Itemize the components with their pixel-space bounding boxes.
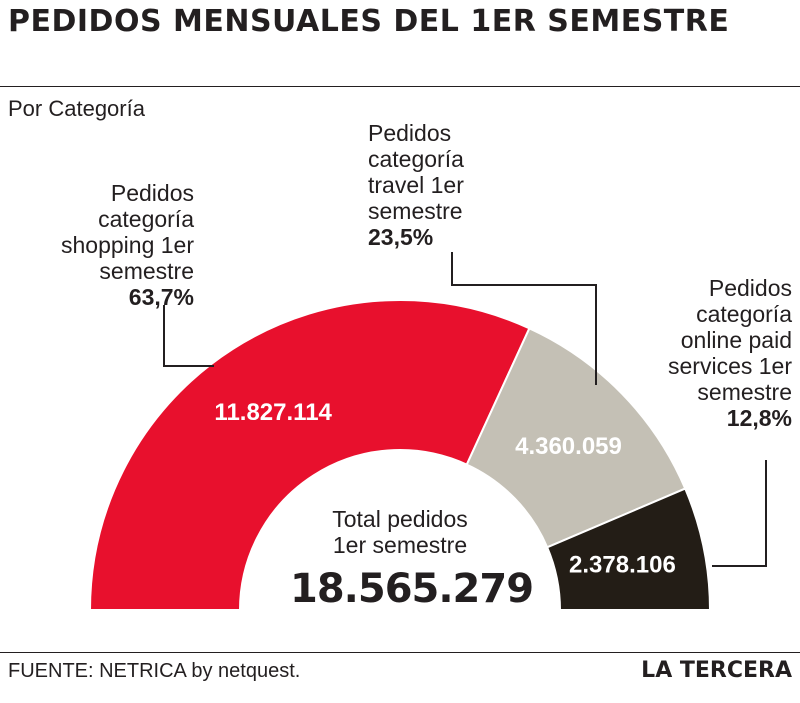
slice-shopping <box>88 299 531 611</box>
label-shopping-percent: 63,7% <box>128 284 194 310</box>
label-online-percent: 12,8% <box>726 405 792 431</box>
label-online-line: online paid <box>680 327 792 353</box>
label-online-line: categoría <box>696 301 792 327</box>
label-travel-line: Pedidos <box>368 120 452 146</box>
label-online: Pedidos categoría online paid services 1… <box>642 275 792 431</box>
label-online-line: services 1er <box>668 353 792 379</box>
label-travel-percent: 23,5% <box>368 224 434 250</box>
label-travel-line: categoría <box>368 146 464 172</box>
total-block: Total pedidos 1er semestre 18.565.279 <box>290 506 534 612</box>
slice-travel-value-label: 4.360.059 <box>515 433 622 460</box>
label-online-line: Pedidos <box>708 275 792 301</box>
source-note: FUENTE: NETRICA by netquest. <box>8 660 301 682</box>
total-label-line1: Total pedidos <box>332 506 468 532</box>
leader-line-travel <box>451 252 597 385</box>
top-divider <box>0 86 800 87</box>
leader-line-shopping <box>163 305 214 367</box>
label-shopping: Pedidos categoría shopping 1er semestre … <box>4 180 194 310</box>
total-label-line2: 1er semestre <box>332 532 468 558</box>
label-travel-line: semestre <box>368 198 463 224</box>
label-travel-line: travel 1er <box>368 172 464 198</box>
slice-shopping-value-label: 11.827.114 <box>214 399 332 426</box>
slice-online-value-label: 2.378.106 <box>569 552 676 579</box>
slice-online <box>545 487 712 611</box>
label-travel: Pedidos categoría travel 1er semestre 23… <box>368 120 538 250</box>
brand-logo: LA TERCERA <box>641 658 792 683</box>
leader-line-online <box>712 460 767 567</box>
label-shopping-line: shopping 1er <box>61 232 194 258</box>
bottom-divider <box>0 652 800 653</box>
chart-title: PEDIDOS MENSUALES DEL 1ER SEMESTRE <box>8 4 730 39</box>
label-shopping-line: semestre <box>99 258 194 284</box>
chart-subtitle: Por Categoría <box>8 96 145 121</box>
label-online-line: semestre <box>697 379 792 405</box>
total-value: 18.565.279 <box>290 566 534 612</box>
label-shopping-line: Pedidos <box>110 180 194 206</box>
label-shopping-line: categoría <box>98 206 194 232</box>
